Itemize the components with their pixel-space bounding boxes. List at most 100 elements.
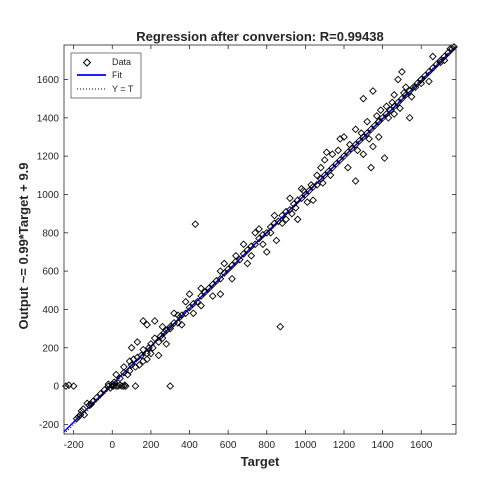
data-point <box>208 280 217 289</box>
legend-label-data: Data <box>112 57 131 67</box>
data-point <box>185 290 194 298</box>
data-point <box>357 129 366 137</box>
data-point <box>390 90 399 99</box>
data-point <box>189 309 198 318</box>
data-point <box>100 386 109 394</box>
x-tick-label: 1000 <box>294 440 317 451</box>
y-tick-label: -200 <box>39 420 59 431</box>
plot-area-frame <box>63 44 457 435</box>
data-point <box>428 52 437 61</box>
data-point <box>216 274 225 283</box>
data-point <box>208 292 217 300</box>
data-point <box>135 361 144 369</box>
data-point <box>235 255 244 264</box>
y-tick-label: 800 <box>42 228 59 239</box>
data-point <box>255 225 263 233</box>
data-point <box>185 303 194 312</box>
data-point <box>282 215 290 224</box>
data-point <box>270 211 279 220</box>
data-point <box>394 75 402 84</box>
data-point <box>74 412 83 421</box>
data-point <box>166 324 175 333</box>
x-axis-label: Target <box>241 454 280 469</box>
data-point <box>116 374 124 383</box>
data-point <box>125 366 134 375</box>
data-point <box>80 411 89 419</box>
axis-ticks: -200 0 200 400 600 800 1000 1200 1400 1600 -200 0 20… <box>37 45 456 451</box>
x-tick-label: 800 <box>258 440 275 451</box>
data-point <box>309 196 317 205</box>
data-point <box>398 67 406 76</box>
data-point <box>147 340 155 348</box>
data-point <box>320 171 329 180</box>
data-point <box>255 234 263 243</box>
data-point <box>191 220 200 229</box>
data-point <box>334 146 343 155</box>
data-point <box>421 71 429 80</box>
data-point <box>382 110 391 118</box>
data-point <box>417 75 426 84</box>
data-point <box>197 292 205 300</box>
data-point <box>129 355 138 364</box>
data-point <box>326 171 335 180</box>
data-point <box>344 148 352 157</box>
data-point <box>286 194 294 203</box>
data-point <box>166 322 175 331</box>
data-point <box>262 248 271 256</box>
y-tick-label: 600 <box>42 267 59 278</box>
y-tick-label: 1000 <box>37 190 60 201</box>
data-point <box>401 90 410 99</box>
data-point <box>64 381 73 389</box>
data-point <box>328 150 337 159</box>
data-point <box>147 349 155 358</box>
data-point <box>174 311 182 320</box>
data-point <box>409 83 418 91</box>
data-point <box>440 52 449 61</box>
data-point <box>345 140 354 149</box>
data-point <box>405 87 414 95</box>
data-point <box>92 393 101 402</box>
data-point <box>332 159 341 168</box>
data-point <box>139 317 148 325</box>
data-point <box>448 44 456 53</box>
data-point <box>232 251 240 260</box>
data-point <box>405 113 414 122</box>
data-point <box>365 135 373 143</box>
legend-label-fit: Fit <box>112 70 122 80</box>
data-point <box>359 150 368 159</box>
data-point <box>106 384 115 392</box>
data-point <box>351 177 360 185</box>
data-point <box>204 284 213 293</box>
data-point <box>367 163 375 172</box>
data-point <box>328 163 337 172</box>
data-point <box>259 240 267 249</box>
data-point <box>127 361 136 369</box>
data-point <box>371 121 379 130</box>
data-point <box>133 338 142 346</box>
data-point <box>216 267 225 275</box>
data-point <box>369 87 377 95</box>
data-point <box>162 340 171 348</box>
data-point <box>288 209 296 218</box>
data-point <box>297 184 306 193</box>
x-tick-label: 0 <box>109 440 115 451</box>
data-point <box>112 370 120 379</box>
y-tick-label: 0 <box>53 382 59 393</box>
data-point <box>428 64 437 72</box>
data-point <box>344 163 352 172</box>
x-tick-label: 600 <box>220 440 237 451</box>
data-point <box>278 219 287 228</box>
data-point <box>299 186 308 195</box>
y-tick-label: 1600 <box>37 75 60 86</box>
data-point <box>197 301 205 310</box>
data-point <box>121 382 130 390</box>
data-point <box>446 44 455 53</box>
data-point <box>131 382 140 390</box>
data-point <box>181 309 190 318</box>
data-point <box>340 152 348 160</box>
legend-data-marker <box>82 58 92 67</box>
data-point <box>160 328 169 337</box>
data-point <box>137 351 146 360</box>
y-tick-label: 1400 <box>37 113 60 124</box>
